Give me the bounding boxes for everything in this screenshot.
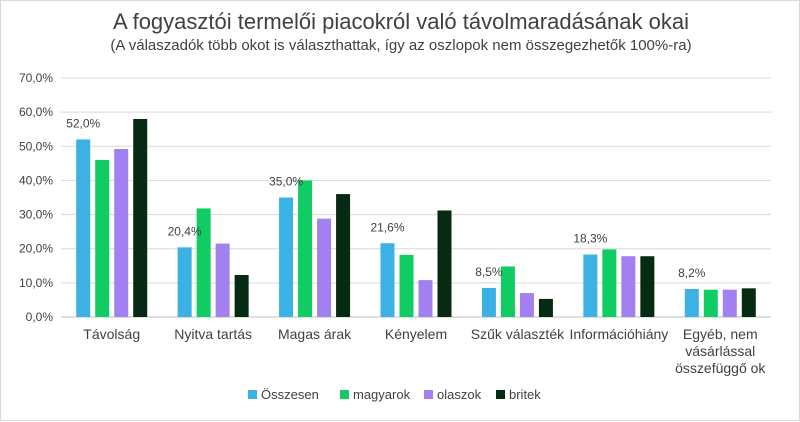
bar-Összesen	[684, 289, 699, 317]
category-label-line: Nyitva tartás	[174, 326, 252, 342]
y-tick-label: 30,0%	[19, 208, 53, 222]
y-tick-label: 60,0%	[19, 105, 53, 119]
data-label: 8,5%	[475, 265, 503, 279]
bar-britek	[133, 118, 148, 317]
bar-magyarok	[95, 159, 110, 317]
data-label: 35,0%	[269, 175, 303, 189]
legend-label: britek	[509, 387, 541, 402]
bar-magyarok	[298, 180, 313, 317]
bar-olaszok	[722, 289, 737, 317]
category-label: Nyitva tartás	[174, 326, 252, 342]
y-tick-label: 50,0%	[19, 139, 53, 153]
category-label: Távolság	[83, 326, 140, 342]
category-label-line: összefüggő ok	[675, 360, 766, 376]
legend-label: magyarok	[353, 387, 411, 402]
category-label: Magas árak	[278, 326, 352, 342]
bar-britek	[437, 210, 452, 317]
bar-Összesen	[481, 287, 496, 317]
category-label-line: Egyéb, nem	[683, 326, 758, 342]
y-tick-label: 20,0%	[19, 242, 53, 256]
data-label: 52,0%	[66, 116, 100, 130]
legend-swatch	[496, 390, 505, 399]
category-label-line: vásárlással	[685, 343, 755, 359]
legend-swatch	[340, 390, 349, 399]
chart-title: A fogyasztói termelői piacokról való táv…	[113, 9, 689, 34]
bar-magyarok	[196, 208, 211, 317]
legend-label: Összesen	[261, 387, 319, 402]
y-tick-label: 10,0%	[19, 276, 53, 290]
category-label-line: Magas árak	[278, 326, 352, 342]
bar-Összesen	[177, 247, 192, 317]
bar-Összesen	[76, 139, 91, 317]
category-label: Egyéb, nem vásárlással összefüggő ok	[675, 326, 766, 376]
bar-britek	[336, 194, 351, 317]
bar-olaszok	[621, 256, 636, 317]
chart-subtitle: (A válaszadók több okot is választhattak…	[110, 37, 692, 54]
data-label: 18,3%	[573, 232, 607, 246]
category-label-line: Információhiány	[569, 326, 668, 342]
category-label: Szűk választék	[471, 326, 565, 342]
bar-britek	[640, 256, 655, 317]
data-label: 8,2%	[678, 266, 706, 280]
bar-Összesen	[583, 254, 598, 317]
bar-olaszok	[114, 149, 129, 317]
category-label-line: Távolság	[83, 326, 140, 342]
y-tick-label: 70,0%	[19, 71, 53, 85]
y-tick-label: 40,0%	[19, 173, 53, 187]
bar-Összesen	[279, 197, 294, 317]
legend-label: olaszok	[437, 387, 482, 402]
category-label: Információhiány	[569, 326, 668, 342]
legend-swatch	[424, 390, 433, 399]
bar-magyarok	[703, 289, 718, 317]
bar-olaszok	[215, 243, 230, 317]
bar-olaszok	[519, 293, 534, 317]
category-label: Kényelem	[385, 326, 447, 342]
bar-britek	[741, 288, 756, 317]
category-label-line: Szűk választék	[471, 326, 565, 342]
data-label: 21,6%	[370, 220, 404, 234]
bar-britek	[234, 275, 249, 317]
bar-Összesen	[380, 243, 395, 317]
bar-magyarok	[399, 254, 414, 317]
data-label: 20,4%	[168, 224, 202, 238]
bar-magyarok	[500, 266, 515, 317]
bar-olaszok	[317, 218, 332, 317]
category-label-line: Kényelem	[385, 326, 447, 342]
bar-magyarok	[602, 249, 617, 317]
bar-olaszok	[418, 280, 433, 317]
legend-swatch	[248, 390, 257, 399]
y-tick-label: 0,0%	[26, 310, 54, 324]
bar-britek	[538, 298, 553, 317]
